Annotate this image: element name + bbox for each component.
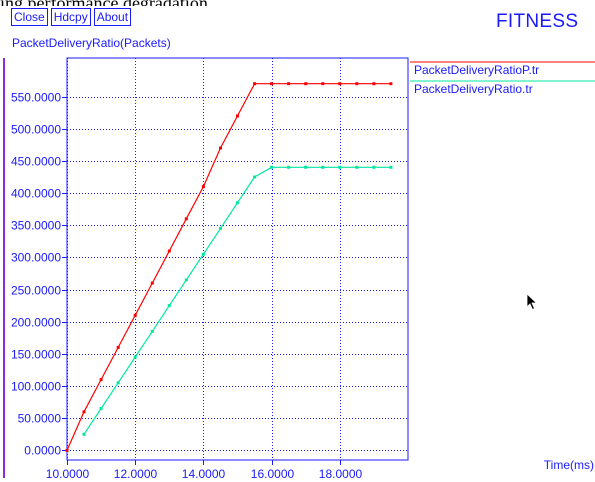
data-point xyxy=(287,82,291,86)
series-line-2 xyxy=(83,166,391,435)
toolbar: Close Hdcpy About xyxy=(11,8,132,26)
data-point xyxy=(270,82,274,86)
y-tick-label: 450.0000 xyxy=(11,155,61,169)
data-point xyxy=(65,448,69,452)
data-point xyxy=(133,313,137,317)
y-tick-label: 200.0000 xyxy=(11,316,61,330)
data-point xyxy=(304,82,308,86)
x-tick-label: 14.0000 xyxy=(182,467,226,481)
y-tick-label: 300.0000 xyxy=(11,251,61,265)
y-tick-label: 0.0000 xyxy=(24,444,61,458)
data-point xyxy=(389,165,393,169)
hardcopy-button[interactable]: Hdcpy xyxy=(50,8,91,26)
data-point xyxy=(236,201,239,205)
data-point xyxy=(372,82,376,86)
series-line-1 xyxy=(66,83,391,451)
data-point xyxy=(321,165,325,169)
data-point xyxy=(372,165,376,169)
y-tick-label: 550.0000 xyxy=(11,91,61,105)
close-button[interactable]: Close xyxy=(11,8,48,26)
data-point xyxy=(389,82,393,86)
data-point xyxy=(99,407,103,410)
data-point xyxy=(82,410,86,414)
data-point xyxy=(201,185,205,189)
data-point xyxy=(133,355,137,359)
legend-label-2: PacketDeliveryRatio.tr xyxy=(414,82,533,96)
data-point xyxy=(150,281,154,285)
data-point xyxy=(236,114,239,118)
data-point xyxy=(167,249,171,253)
data-point xyxy=(99,378,103,382)
data-point xyxy=(321,82,325,86)
left-border-bar xyxy=(3,58,5,478)
data-point xyxy=(338,82,342,86)
app-title: FITNESS xyxy=(496,11,579,32)
data-point xyxy=(304,165,308,169)
data-point xyxy=(355,165,359,169)
data-point xyxy=(253,82,257,86)
x-tick-label: 18.0000 xyxy=(319,467,363,481)
top-overflow-text: ing performance degradation... xyxy=(0,0,240,6)
y-tick-label: 100.0000 xyxy=(11,380,61,394)
y-tick-label: 150.0000 xyxy=(11,348,61,362)
data-point xyxy=(82,432,86,436)
data-point xyxy=(355,82,359,86)
y-tick-label: 400.0000 xyxy=(11,187,61,201)
x-tick-label: 16.0000 xyxy=(251,467,295,481)
data-point xyxy=(338,165,342,169)
x-tick-label: 12.0000 xyxy=(114,467,158,481)
data-point xyxy=(184,278,188,282)
data-point xyxy=(219,226,222,230)
data-point xyxy=(150,329,154,333)
chart-title: PacketDeliveryRatio(Packets) xyxy=(12,36,171,50)
data-point xyxy=(270,165,274,169)
x-axis-label: Time(ms) xyxy=(544,458,594,472)
data-point xyxy=(201,252,205,256)
about-button[interactable]: About xyxy=(93,8,132,26)
y-tick-label: 250.0000 xyxy=(11,284,61,298)
data-point xyxy=(253,175,257,179)
y-tick-label: 350.0000 xyxy=(11,219,61,233)
legend-label-1: PacketDeliveryRatioP.tr xyxy=(414,63,539,77)
y-tick-label: 50.0000 xyxy=(18,412,62,426)
mouse-pointer-icon xyxy=(526,293,538,311)
x-tick-label: 10.0000 xyxy=(46,467,90,481)
data-point xyxy=(116,381,120,385)
data-point xyxy=(116,345,120,349)
plot-frame xyxy=(66,57,409,461)
data-point xyxy=(287,165,291,169)
data-point xyxy=(219,146,222,150)
y-tick-label: 500.0000 xyxy=(11,123,61,137)
data-point xyxy=(184,217,188,221)
data-point xyxy=(167,304,171,308)
